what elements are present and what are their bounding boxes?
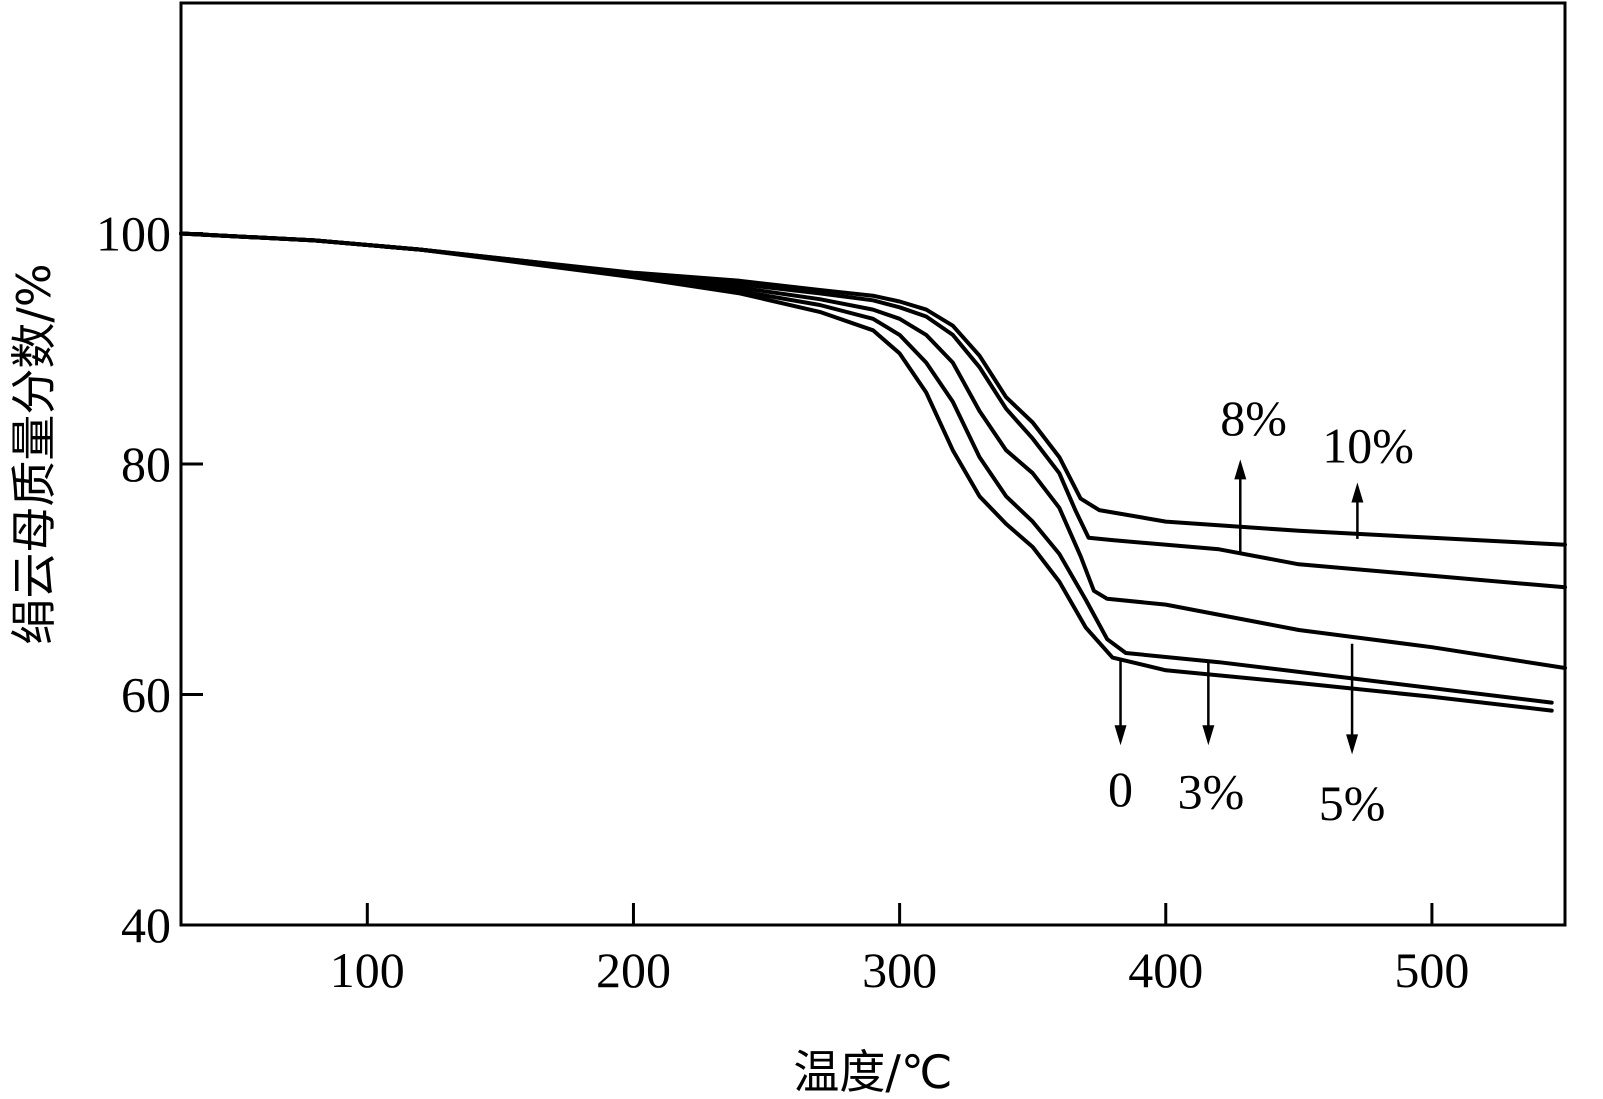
series-label-3: 8%	[1220, 390, 1287, 446]
series-label-4: 10%	[1322, 418, 1414, 474]
series-label-1: 3%	[1178, 763, 1245, 819]
ticks: 100 200 300 400 500 40 60 80 100	[96, 206, 1469, 999]
series-lines	[179, 231, 1567, 713]
x-tick-label-100: 100	[330, 942, 405, 998]
annotation-arrow-head-3	[1234, 459, 1247, 480]
y-axis-title: 绢云母质量分数/%	[7, 263, 61, 644]
annotation-arrow-head-2	[1346, 734, 1359, 755]
series-line-4	[179, 231, 1567, 547]
y-tick-label-80: 80	[121, 436, 171, 492]
series-label-0: 0	[1108, 761, 1133, 817]
y-tick-label-60: 60	[121, 667, 171, 723]
annotation-arrow-head-4	[1351, 482, 1364, 503]
y-tick-label-100: 100	[96, 206, 171, 262]
annotation-arrow-head-1	[1202, 725, 1215, 746]
x-tick-label-300: 300	[862, 942, 937, 998]
x-axis-title: 温度/℃	[793, 1045, 952, 1099]
annotation-arrow-head-0	[1114, 725, 1127, 746]
y-tick-label-40: 40	[121, 897, 171, 953]
series-label-2: 5%	[1319, 775, 1386, 831]
x-tick-label-200: 200	[596, 942, 671, 998]
x-tick-label-500: 500	[1394, 942, 1469, 998]
annotations: 0 3% 5% 8% 10%	[1108, 390, 1414, 831]
x-tick-label-400: 400	[1128, 942, 1203, 998]
